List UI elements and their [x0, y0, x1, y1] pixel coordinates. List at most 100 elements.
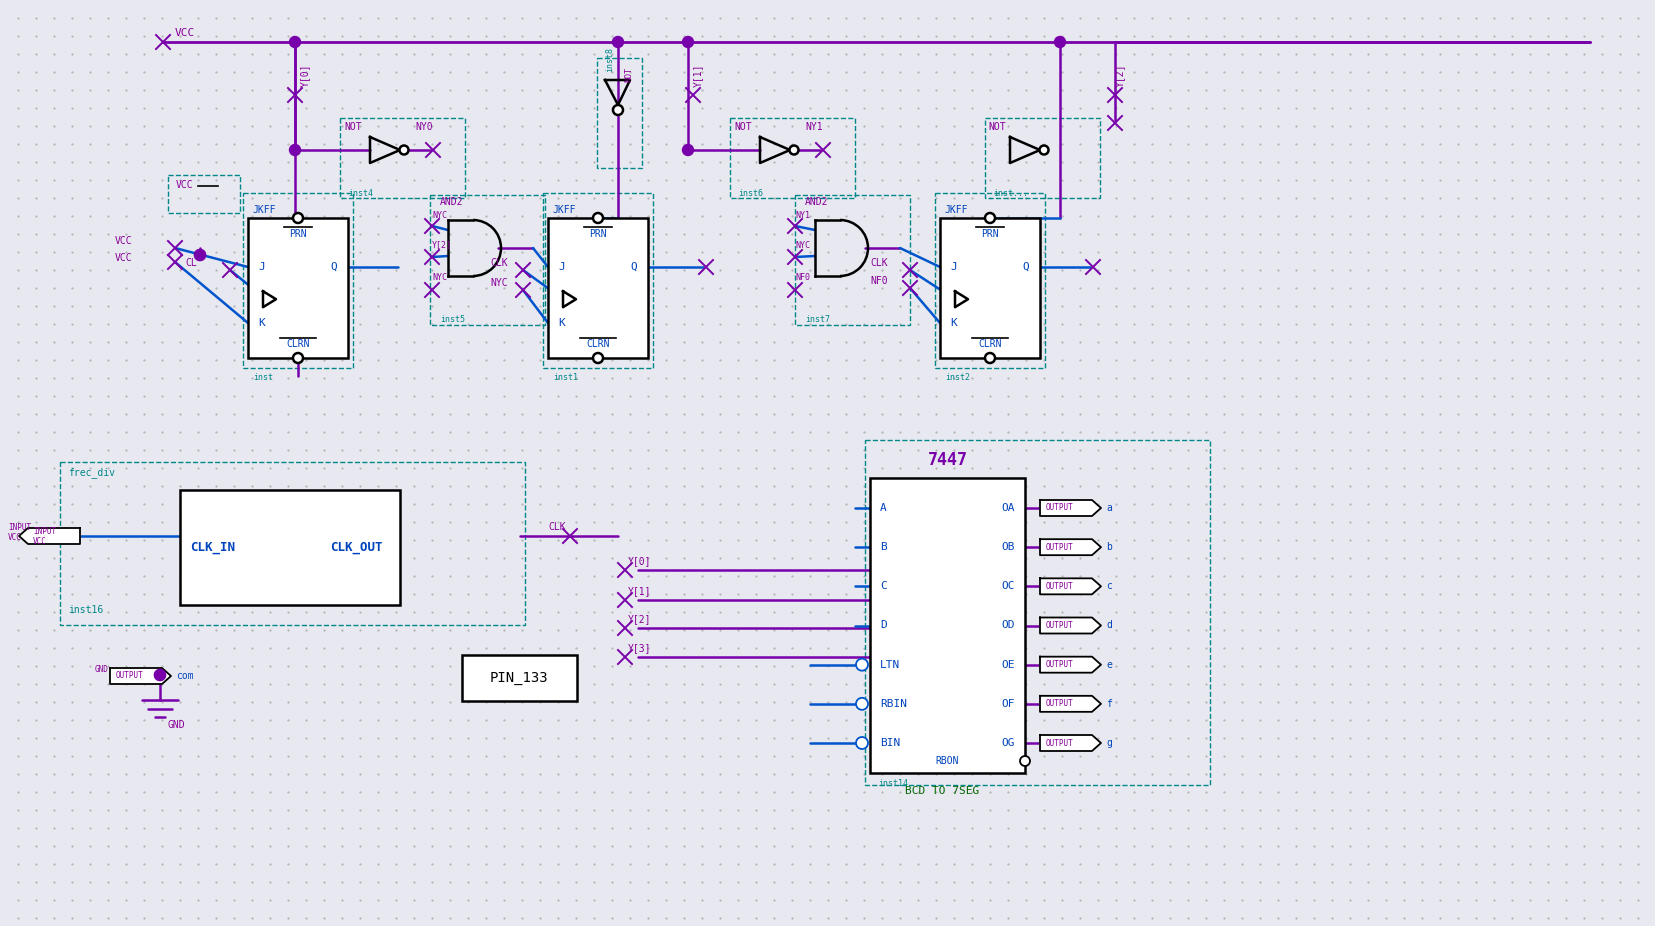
Text: VCC: VCC	[175, 180, 194, 190]
Bar	[869, 478, 1024, 773]
Bar	[180, 490, 401, 605]
Text: inst16: inst16	[68, 605, 103, 615]
Text: A: A	[879, 503, 885, 513]
Bar	[430, 195, 544, 325]
Polygon shape	[1039, 579, 1101, 594]
Text: inst1: inst1	[553, 373, 578, 382]
Text: OUTPUT: OUTPUT	[1046, 660, 1072, 669]
Circle shape	[612, 36, 624, 47]
Text: OUTPUT: OUTPUT	[1046, 699, 1072, 708]
Circle shape	[789, 145, 798, 155]
Polygon shape	[1039, 657, 1101, 672]
Circle shape	[612, 105, 622, 115]
Text: JKFF: JKFF	[943, 205, 967, 215]
Text: OG: OG	[1001, 738, 1015, 748]
Text: com: com	[175, 671, 194, 681]
Polygon shape	[1039, 695, 1101, 712]
Text: OE: OE	[1001, 659, 1015, 669]
Text: a: a	[1106, 503, 1111, 513]
Bar	[730, 118, 854, 198]
Bar	[864, 440, 1210, 785]
Bar	[243, 193, 353, 368]
Text: JKFF: JKFF	[551, 205, 576, 215]
Text: RBON: RBON	[935, 756, 958, 766]
Text: CLRN: CLRN	[286, 339, 309, 349]
Text: CL: CL	[185, 258, 197, 268]
Text: LTN: LTN	[879, 659, 900, 669]
Text: B: B	[879, 542, 885, 552]
Text: Y[0]: Y[0]	[300, 63, 309, 87]
Text: d: d	[1106, 620, 1111, 631]
Bar	[248, 218, 348, 358]
Text: NF0: NF0	[869, 276, 887, 286]
Circle shape	[592, 353, 602, 363]
Bar	[543, 193, 652, 368]
Text: NOT: NOT	[344, 122, 361, 132]
Text: GND: GND	[167, 720, 185, 730]
Bar	[597, 58, 642, 168]
Text: OD: OD	[1001, 620, 1015, 631]
Text: PRN: PRN	[589, 229, 606, 239]
Text: CLRN: CLRN	[978, 339, 1001, 349]
Text: NYC: NYC	[432, 210, 447, 219]
Text: Y[1]: Y[1]	[627, 586, 650, 596]
Text: inst: inst	[253, 373, 273, 382]
Text: J: J	[950, 262, 957, 272]
Text: Y[2]: Y[2]	[432, 241, 452, 249]
Text: VCC: VCC	[175, 28, 195, 38]
Text: OC: OC	[1001, 582, 1015, 592]
Text: BCD TO 7SEG: BCD TO 7SEG	[905, 786, 980, 796]
Text: RBIN: RBIN	[879, 699, 907, 708]
Text: JKFF: JKFF	[252, 205, 275, 215]
Text: Y[2]: Y[2]	[1114, 63, 1124, 87]
Text: Y[1]: Y[1]	[692, 63, 703, 87]
Bar	[794, 195, 910, 325]
Text: c: c	[1106, 582, 1111, 592]
Circle shape	[1054, 36, 1064, 47]
Bar	[985, 118, 1099, 198]
Text: Q: Q	[1023, 262, 1029, 272]
Circle shape	[856, 698, 867, 710]
Circle shape	[682, 36, 693, 47]
Bar	[940, 218, 1039, 358]
Text: PIN_133: PIN_133	[490, 671, 548, 685]
Text: CLK_OUT: CLK_OUT	[329, 541, 382, 554]
Text: CLK_IN: CLK_IN	[190, 541, 235, 554]
Text: AND2: AND2	[440, 197, 463, 207]
Text: OUTPUT: OUTPUT	[1046, 621, 1072, 630]
Text: K: K	[950, 318, 957, 328]
Text: OUTPUT: OUTPUT	[116, 671, 144, 681]
Text: inst14: inst14	[877, 779, 907, 787]
Text: PRN: PRN	[290, 229, 306, 239]
Circle shape	[856, 737, 867, 749]
Text: frec_div: frec_div	[68, 468, 114, 479]
Text: inst5: inst5	[440, 316, 465, 324]
Text: C: C	[879, 582, 885, 592]
Circle shape	[293, 213, 303, 223]
Text: GND: GND	[94, 666, 109, 674]
Bar	[60, 462, 525, 625]
Circle shape	[1019, 756, 1029, 766]
Circle shape	[985, 353, 995, 363]
Text: NY1: NY1	[794, 210, 809, 219]
Circle shape	[856, 658, 867, 670]
Text: inst8: inst8	[604, 47, 614, 72]
Text: VCC: VCC	[33, 536, 46, 545]
Bar	[462, 655, 576, 701]
Text: CLRN: CLRN	[586, 339, 609, 349]
Bar	[935, 193, 1044, 368]
Text: NYC: NYC	[794, 241, 809, 249]
Text: VCC: VCC	[8, 533, 22, 543]
Text: CLK: CLK	[490, 258, 508, 268]
Text: Q: Q	[631, 262, 637, 272]
Circle shape	[985, 213, 995, 223]
Text: CLK: CLK	[548, 522, 566, 532]
Text: OUTPUT: OUTPUT	[1046, 543, 1072, 552]
Text: AND2: AND2	[804, 197, 828, 207]
Circle shape	[194, 249, 205, 260]
Circle shape	[154, 669, 166, 681]
Text: VCC: VCC	[114, 253, 132, 263]
Circle shape	[1039, 145, 1048, 155]
Text: e: e	[1106, 659, 1111, 669]
Text: NYC: NYC	[490, 278, 508, 288]
